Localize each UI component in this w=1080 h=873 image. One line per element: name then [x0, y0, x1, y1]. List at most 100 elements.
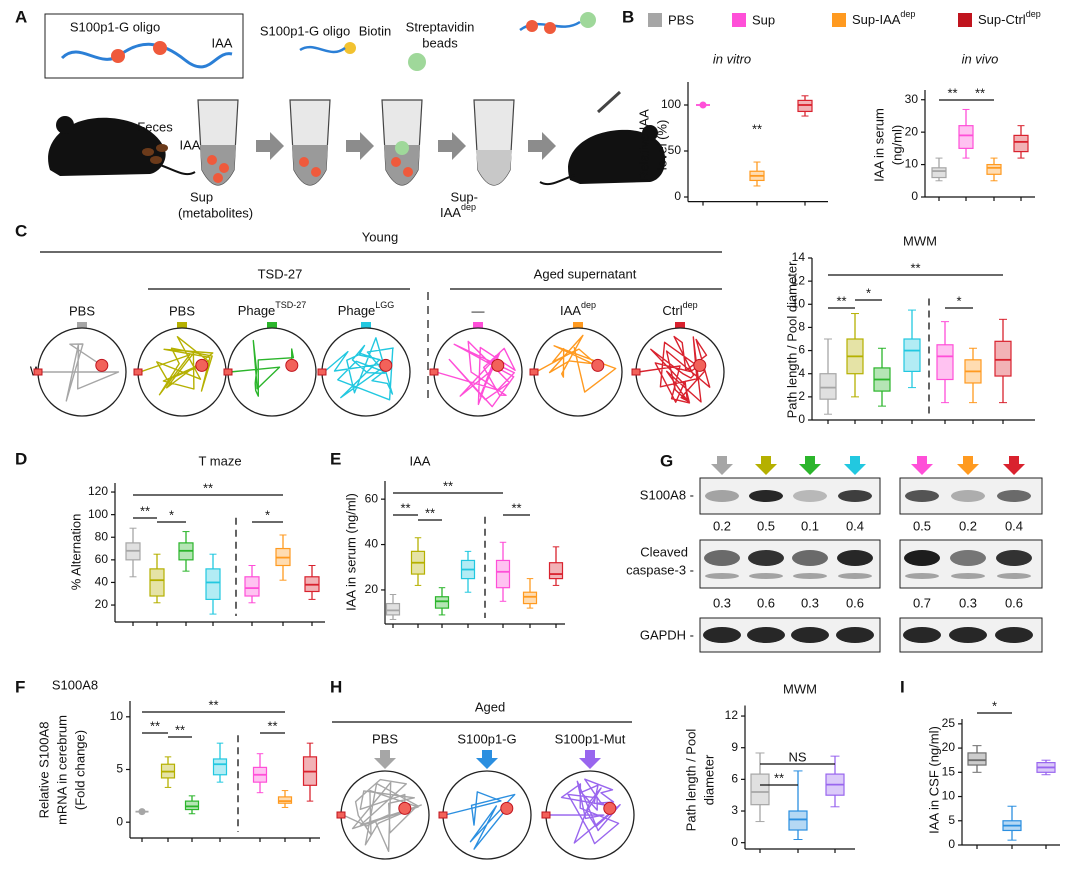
group-arrow [374, 750, 396, 769]
group-arrow [844, 456, 866, 475]
group-label: PBS [169, 303, 195, 318]
ratio: 0.6 [757, 595, 775, 610]
panel-label: D [15, 449, 27, 468]
box [967, 752, 987, 766]
box [797, 99, 813, 113]
strand [299, 45, 346, 54]
start-marker [529, 368, 539, 376]
group-label: S100p1-Mut [555, 731, 626, 746]
significance: ** [267, 718, 277, 733]
significance: ** [752, 121, 762, 136]
band [793, 490, 827, 502]
y-tick-label: 8 [798, 320, 805, 334]
ratio: 0.3 [801, 595, 819, 610]
band [949, 627, 987, 643]
significance: ** [511, 500, 521, 515]
legend-swatch [648, 13, 662, 27]
ratio: 0.6 [1005, 595, 1023, 610]
feces [156, 144, 168, 152]
group-label-base: IAA [560, 303, 581, 318]
band [791, 627, 829, 643]
chart-title: S100A8 [52, 677, 98, 692]
y-tick-label: 100 [88, 507, 108, 521]
y-tick-label: 20 [905, 124, 919, 138]
panel-label: B [622, 7, 634, 26]
box [385, 602, 401, 616]
y-tick-label: 20 [365, 582, 379, 596]
chart-title: in vitro [713, 51, 751, 66]
band [836, 627, 874, 643]
feces [150, 156, 162, 164]
maze [227, 327, 317, 417]
label: Sup- [451, 189, 478, 204]
panel-label: F [15, 677, 25, 696]
syringe [596, 90, 622, 114]
box [750, 773, 770, 806]
biotin [344, 42, 356, 54]
y-tick-label: 80 [95, 529, 109, 543]
y-tick-label: 60 [95, 552, 109, 566]
significance: ** [947, 85, 957, 100]
box [819, 373, 837, 400]
significance: ** [175, 722, 185, 737]
significance: ** [836, 293, 846, 308]
significance: ** [975, 85, 985, 100]
mouse-ear [56, 116, 74, 134]
legend-label: Sup-Ctrldep [978, 9, 1041, 27]
box [244, 576, 260, 597]
band [950, 550, 986, 566]
label-sup: dep [461, 202, 476, 212]
legend-label-base: Sup-Ctrl [978, 12, 1026, 27]
ratio: 0.2 [959, 518, 977, 533]
box [958, 125, 974, 149]
label-base: IAA [440, 205, 461, 220]
y-axis-label: Path length / Pool diameter [784, 261, 799, 418]
y-tick-label: 15 [942, 764, 956, 778]
y-tick-label: 0 [116, 814, 123, 828]
mouse [48, 117, 166, 176]
swim-path [139, 336, 214, 396]
ratio: 0.4 [1005, 518, 1023, 533]
swim-path [342, 778, 422, 852]
swim-path [637, 335, 711, 404]
ratio: 0.1 [801, 518, 819, 533]
group-label: — [472, 303, 485, 318]
y-tick-label: 120 [88, 484, 108, 498]
band [705, 490, 739, 502]
y-tick-label: 20 [95, 597, 109, 611]
platform [285, 358, 299, 372]
box [986, 163, 1002, 175]
legend-swatch [832, 13, 846, 27]
point [138, 808, 146, 816]
swim-path [40, 343, 120, 402]
y-axis-label: Relative S100A8 [36, 722, 51, 819]
group-arrow [799, 456, 821, 475]
y-tick-label: 0 [674, 189, 681, 203]
start-marker [429, 368, 439, 376]
significance: * [992, 698, 997, 713]
group-label: PhageLGG [338, 300, 395, 318]
start-marker [541, 811, 551, 819]
box [936, 344, 954, 381]
y-tick-label: 40 [365, 537, 379, 551]
panel-label: I [900, 677, 905, 696]
ratio: 0.7 [913, 595, 931, 610]
band [792, 550, 828, 566]
western-blots [699, 477, 1043, 653]
legend-swatch [958, 13, 972, 27]
y-tick-label: 20 [942, 740, 956, 754]
band [837, 550, 873, 566]
box [1013, 134, 1029, 153]
y-axis-label: (ng/ml) [889, 125, 904, 165]
box [495, 559, 511, 589]
y-tick-label: 6 [731, 772, 738, 786]
mouse-tail [159, 164, 196, 176]
ratio: 0.3 [959, 595, 977, 610]
label: IAAdep [440, 202, 476, 220]
band [905, 490, 939, 502]
panel-label: E [330, 449, 341, 468]
band [793, 573, 827, 579]
label: (metabolites) [178, 205, 253, 220]
iaa-dot [544, 22, 556, 34]
